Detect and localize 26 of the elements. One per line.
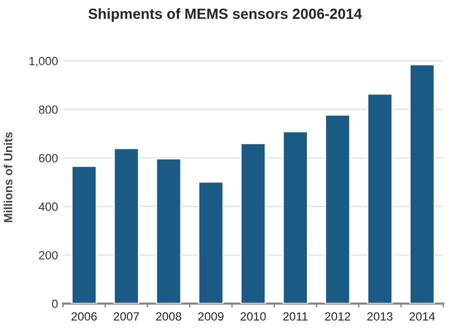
- y-tick-label: 600: [39, 154, 58, 162]
- bar: [409, 64, 436, 304]
- bar: [240, 142, 266, 304]
- y-axis-title: Millions of Units: [4, 132, 12, 222]
- x-tick-label: 2013: [367, 312, 392, 321]
- y-tick-label: 800: [38, 105, 58, 114]
- x-tick-label: 2010: [240, 312, 266, 321]
- bar: [113, 148, 140, 304]
- bar: [324, 114, 351, 304]
- y-tick-label: 0: [52, 300, 58, 308]
- bar: [282, 130, 308, 304]
- y-tick-label: 200: [39, 251, 58, 260]
- x-tick-label: 2009: [198, 312, 224, 321]
- x-tick-label: 2006: [72, 312, 97, 321]
- bar: [366, 93, 393, 304]
- bar: [156, 158, 182, 304]
- x-tick-label: 2007: [114, 312, 139, 321]
- x-tick-label: 2012: [325, 312, 350, 321]
- chart-title: Shipments of MEMS sensors 2006-2014: [88, 8, 362, 22]
- x-tick-label: 2011: [283, 312, 308, 321]
- x-tick-label: 2008: [156, 312, 182, 321]
- bar: [71, 166, 98, 304]
- bar: [198, 181, 224, 304]
- x-tick-label: 2014: [410, 312, 435, 321]
- y-tick-label: 400: [38, 202, 58, 211]
- y-tick-label: 1,000: [30, 56, 58, 67]
